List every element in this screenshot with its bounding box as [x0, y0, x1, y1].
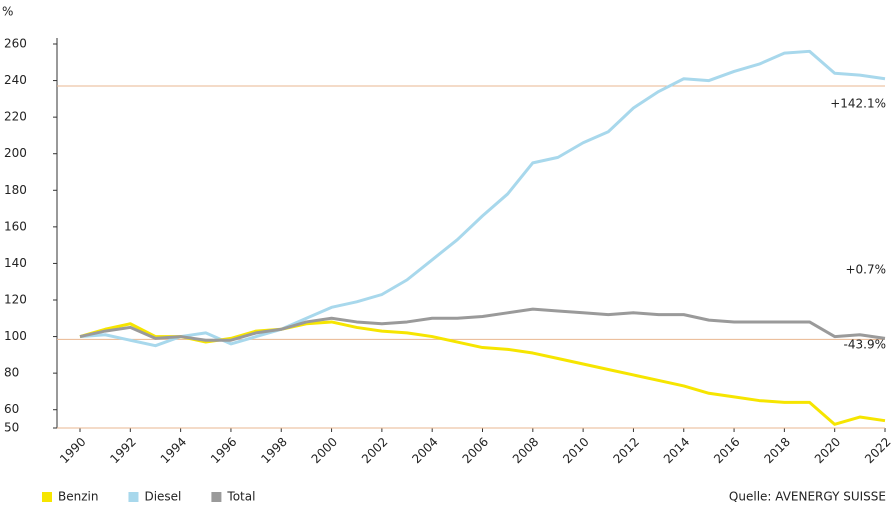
legend-label: Diesel — [144, 490, 181, 504]
x-tick-label: 2006 — [460, 435, 491, 466]
series-line — [79, 320, 886, 426]
y-tick-label: 240 — [4, 73, 27, 87]
y-axis-label: % — [2, 5, 13, 19]
y-tick-label: 120 — [4, 293, 27, 307]
annotation: +142.1% — [830, 97, 886, 111]
x-tick-label: 1992 — [107, 435, 138, 466]
annotation: -43.9% — [844, 338, 886, 352]
y-tick-label: 80 — [4, 366, 19, 380]
y-tick-label: 180 — [4, 183, 27, 197]
series-line — [79, 49, 886, 348]
legend-swatch — [42, 492, 52, 502]
legend-label: Total — [226, 490, 255, 504]
y-tick-label: 100 — [4, 329, 27, 343]
x-tick-label: 2020 — [812, 435, 843, 466]
x-tick-label: 2018 — [761, 435, 792, 466]
legend-swatch — [128, 492, 139, 502]
x-tick-label: 2012 — [611, 435, 642, 466]
x-tick-label: 1996 — [208, 435, 239, 466]
y-tick-label: 50 — [4, 421, 19, 435]
y-tick-label: 220 — [4, 110, 27, 124]
y-tick-label: 160 — [4, 219, 27, 233]
x-tick-label: 1998 — [258, 435, 289, 466]
y-tick-label: 60 — [4, 402, 19, 416]
x-tick-label: 2010 — [560, 435, 591, 466]
x-tick-label: 2004 — [409, 435, 440, 466]
legend-swatch — [211, 492, 222, 502]
x-tick-label: 2008 — [510, 435, 541, 466]
x-tick-label: 2000 — [309, 435, 340, 466]
x-tick-label: 1990 — [57, 435, 88, 466]
series-line — [79, 307, 886, 342]
annotation: +0.7% — [845, 263, 886, 277]
y-tick-label: 200 — [4, 146, 27, 160]
y-tick-label: 260 — [4, 37, 27, 51]
x-tick-label: 2002 — [359, 435, 390, 466]
x-tick-label: 1994 — [158, 435, 189, 466]
x-tick-label: 2016 — [711, 435, 742, 466]
y-tick-label: 140 — [4, 256, 27, 270]
x-tick-label: 2022 — [862, 435, 893, 466]
x-tick-label: 2014 — [661, 435, 692, 466]
source: Quelle: AVENERGY SUISSE — [729, 490, 886, 504]
legend-label: Benzin — [58, 490, 98, 504]
